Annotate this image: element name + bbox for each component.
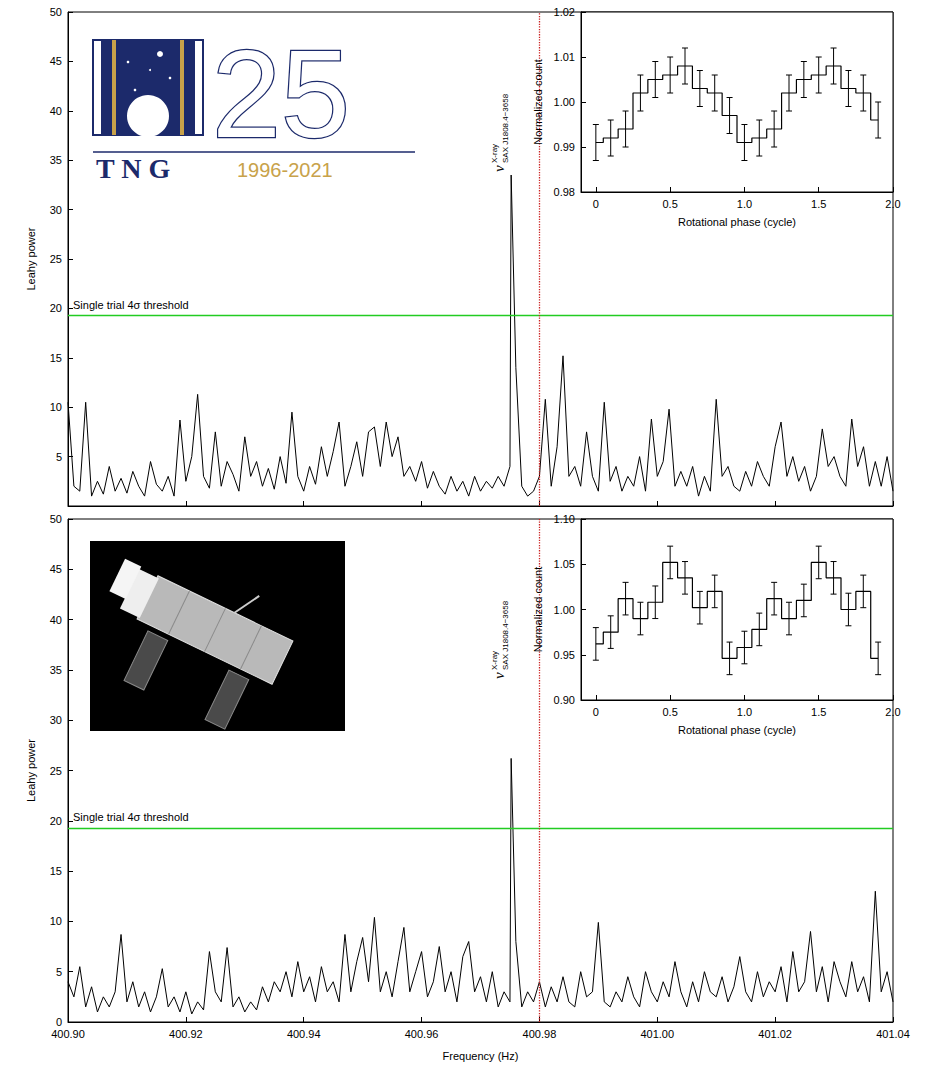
svg-text:1996-2021: 1996-2021 bbox=[237, 159, 333, 181]
svg-text:Rotational phase (cycle): Rotational phase (cycle) bbox=[678, 724, 796, 736]
svg-text:50: 50 bbox=[50, 6, 62, 18]
svg-text:0: 0 bbox=[593, 706, 599, 718]
svg-text:0.5: 0.5 bbox=[662, 198, 677, 210]
svg-text:0.95: 0.95 bbox=[554, 649, 575, 661]
svg-text:Single trial 4σ threshold: Single trial 4σ threshold bbox=[73, 299, 189, 311]
svg-text:401.04: 401.04 bbox=[876, 1028, 910, 1040]
svg-text:ν: ν bbox=[491, 672, 507, 679]
svg-text:1.5: 1.5 bbox=[811, 706, 826, 718]
svg-text:30: 30 bbox=[50, 204, 62, 216]
svg-text:0.90: 0.90 bbox=[554, 694, 575, 706]
svg-text:1.01: 1.01 bbox=[554, 51, 575, 63]
svg-text:Rotational phase (cycle): Rotational phase (cycle) bbox=[678, 216, 796, 228]
svg-text:Leahy power: Leahy power bbox=[25, 227, 37, 290]
svg-text:401.02: 401.02 bbox=[758, 1028, 792, 1040]
svg-text:X-ray: X-ray bbox=[490, 144, 499, 163]
svg-text:45: 45 bbox=[50, 563, 62, 575]
svg-text:10: 10 bbox=[50, 401, 62, 413]
svg-text:25: 25 bbox=[50, 253, 62, 265]
svg-text:Normalized count: Normalized count bbox=[532, 567, 544, 653]
svg-text:Normalized count: Normalized count bbox=[532, 59, 544, 145]
svg-text:0: 0 bbox=[593, 198, 599, 210]
svg-text:X-ray: X-ray bbox=[490, 651, 499, 670]
svg-text:20: 20 bbox=[50, 815, 62, 827]
svg-text:10: 10 bbox=[50, 915, 62, 927]
svg-text:1.05: 1.05 bbox=[554, 558, 575, 570]
svg-text:1.0: 1.0 bbox=[737, 198, 752, 210]
svg-text:400.96: 400.96 bbox=[405, 1028, 439, 1040]
svg-text:25: 25 bbox=[212, 25, 350, 163]
svg-text:35: 35 bbox=[50, 154, 62, 166]
svg-text:1.02: 1.02 bbox=[554, 6, 575, 18]
svg-text:30: 30 bbox=[50, 714, 62, 726]
svg-text:400.92: 400.92 bbox=[169, 1028, 203, 1040]
svg-text:Leahy power: Leahy power bbox=[25, 739, 37, 802]
svg-text:0.99: 0.99 bbox=[554, 141, 575, 153]
svg-text:2.0: 2.0 bbox=[885, 706, 900, 718]
svg-text:400.98: 400.98 bbox=[523, 1028, 557, 1040]
svg-text:15: 15 bbox=[50, 865, 62, 877]
svg-text:SAX J1808.4−3658: SAX J1808.4−3658 bbox=[501, 600, 510, 670]
svg-text:1.00: 1.00 bbox=[554, 604, 575, 616]
svg-text:5: 5 bbox=[56, 451, 62, 463]
svg-text:45: 45 bbox=[50, 55, 62, 67]
svg-text:20: 20 bbox=[50, 302, 62, 314]
svg-text:35: 35 bbox=[50, 664, 62, 676]
svg-text:50: 50 bbox=[50, 513, 62, 525]
svg-text:2.0: 2.0 bbox=[885, 198, 900, 210]
svg-text:40: 40 bbox=[50, 614, 62, 626]
svg-text:0.5: 0.5 bbox=[662, 706, 677, 718]
svg-text:5: 5 bbox=[56, 966, 62, 978]
svg-text:T N G: T N G bbox=[96, 153, 170, 184]
svg-text:Single trial 4σ threshold: Single trial 4σ threshold bbox=[73, 811, 189, 823]
svg-text:400.90: 400.90 bbox=[51, 1028, 85, 1040]
svg-text:0.98: 0.98 bbox=[554, 186, 575, 198]
svg-text:401.00: 401.00 bbox=[640, 1028, 674, 1040]
svg-text:0: 0 bbox=[56, 1016, 62, 1028]
svg-text:1.5: 1.5 bbox=[811, 198, 826, 210]
svg-text:1.00: 1.00 bbox=[554, 96, 575, 108]
svg-text:25: 25 bbox=[50, 765, 62, 777]
svg-text:400.94: 400.94 bbox=[287, 1028, 321, 1040]
svg-text:1.10: 1.10 bbox=[554, 513, 575, 525]
svg-text:ν: ν bbox=[491, 165, 507, 172]
svg-text:40: 40 bbox=[50, 105, 62, 117]
svg-text:15: 15 bbox=[50, 352, 62, 364]
svg-text:1.0: 1.0 bbox=[737, 706, 752, 718]
svg-text:Frequency (Hz): Frequency (Hz) bbox=[443, 1050, 519, 1062]
svg-text:SAX J1808.4−3658: SAX J1808.4−3658 bbox=[501, 93, 510, 163]
